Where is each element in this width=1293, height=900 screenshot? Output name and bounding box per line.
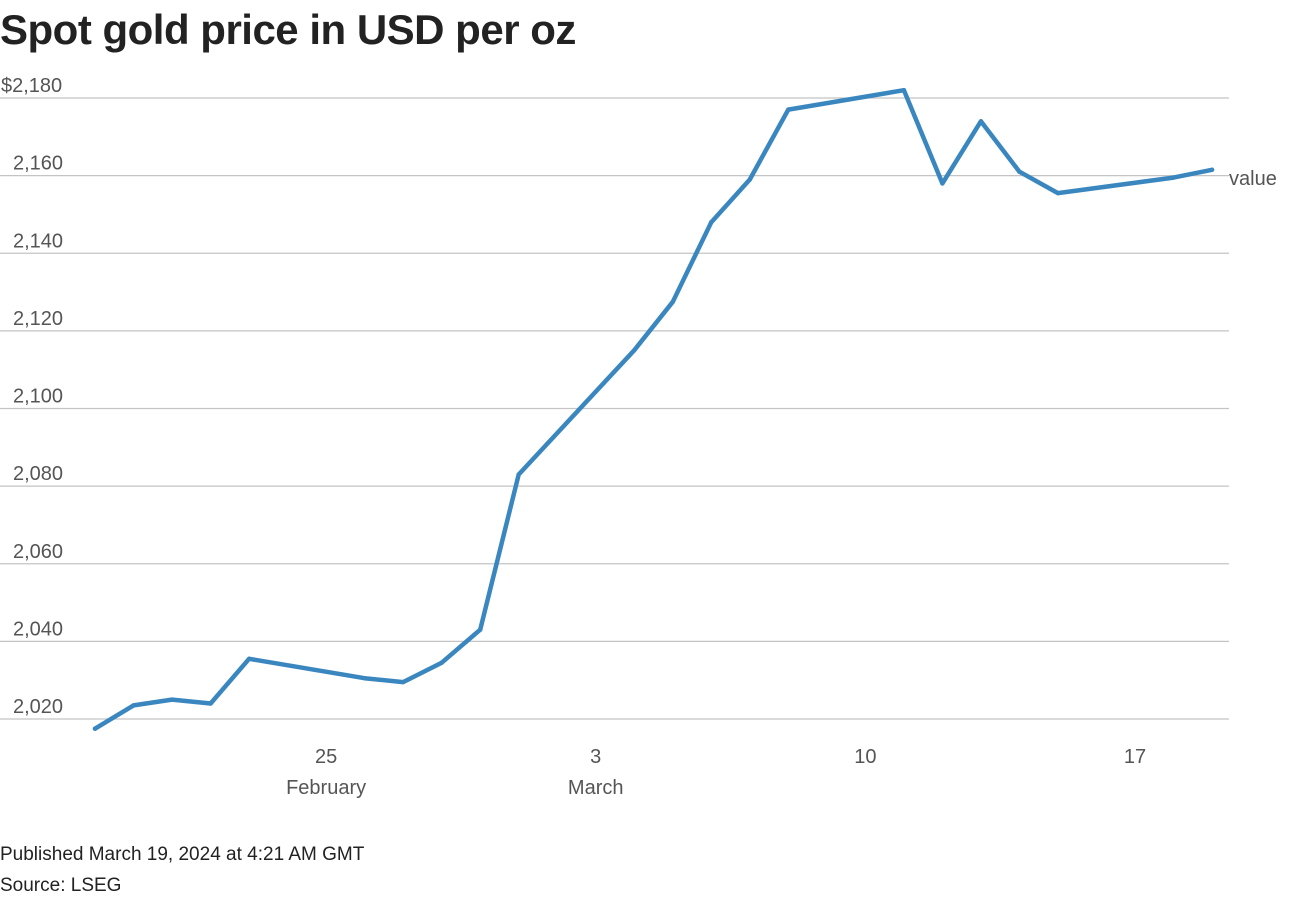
y-tick-label: 2,120	[13, 308, 63, 330]
data-point	[940, 181, 945, 186]
y-tick-label: 2,160	[13, 153, 63, 175]
data-point	[1017, 169, 1022, 174]
data-point	[131, 703, 136, 708]
gridlines	[0, 97, 1229, 720]
series-label: value	[1229, 168, 1277, 190]
x-tick-label: 17	[1124, 746, 1146, 768]
data-point	[246, 656, 252, 661]
y-tick-label: $2,180	[1, 75, 62, 97]
y-tick-label: 2,020	[13, 696, 63, 718]
y-tick-label: 2,080	[13, 463, 63, 485]
data-point	[1055, 190, 1061, 196]
data-point	[747, 177, 752, 182]
x-tick-label: 25	[315, 746, 337, 768]
data-point	[516, 472, 521, 477]
x-tick-month-label: March	[568, 777, 624, 799]
data-point	[709, 220, 714, 225]
data-point	[901, 88, 907, 93]
data-point	[169, 697, 175, 702]
data-point	[978, 119, 984, 124]
x-tick-label: 10	[854, 746, 876, 768]
data-point	[1209, 167, 1215, 172]
y-axis-ticks: 2,020 2,040 2,060 2,080 2,100 2,120 2,140 2,160…	[1, 75, 63, 718]
data-point	[478, 627, 483, 632]
series-layer: value	[92, 87, 1277, 731]
data-point	[400, 679, 406, 685]
published-note: Published March 19, 2024 at 4:21 AM GMT	[0, 844, 365, 865]
data-point	[439, 660, 444, 665]
x-tick-month-label: February	[286, 777, 366, 799]
data-point	[92, 726, 98, 731]
y-tick-label: 2,140	[13, 230, 63, 252]
data-point	[632, 348, 637, 353]
y-tick-label: 2,100	[13, 386, 63, 408]
data-point	[1171, 175, 1176, 180]
data-point	[208, 701, 213, 706]
y-tick-label: 2,040	[13, 618, 63, 640]
x-tick-label: 3	[590, 746, 601, 768]
series-line	[92, 87, 1215, 731]
data-point	[362, 676, 367, 681]
data-point	[670, 299, 675, 304]
source-note: Source: LSEG	[0, 875, 122, 896]
line-chart: 2,020 2,040 2,060 2,080 2,100 2,120 2,140 2,160…	[0, 75, 1277, 799]
data-point	[786, 107, 791, 112]
y-tick-label: 2,060	[13, 541, 63, 563]
x-axis-ticks: 25 February 3 March 10 17	[286, 746, 1146, 799]
chart-title: Spot gold price in USD per oz	[0, 6, 576, 53]
